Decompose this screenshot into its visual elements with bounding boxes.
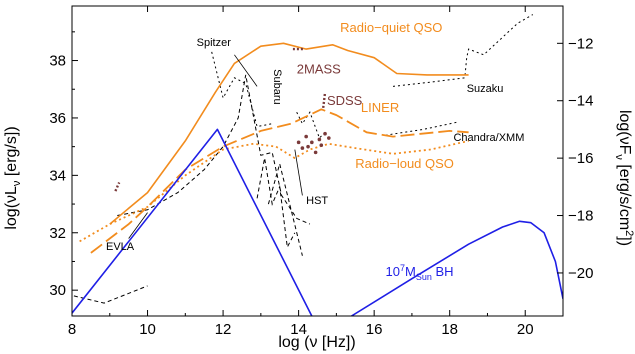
x-tick-label: 14 — [290, 321, 307, 338]
photometry-point — [306, 144, 310, 149]
photometry-point — [296, 140, 301, 145]
leader-hst — [294, 149, 303, 196]
x-axis-label-main: log (ν [Hz]) — [278, 334, 355, 351]
y-axis-label-left: log(νLν [erg/s]) — [3, 126, 23, 229]
y2-tick-label: −18 — [568, 208, 593, 225]
plot-border — [71, 5, 564, 317]
annotation-layer: Radio−quiet QSO LINER Radio−loud QSO Spitze… — [106, 20, 524, 282]
label-chandra-xmm: Chandra/XMM — [453, 132, 524, 144]
x-tick-label: 10 — [139, 321, 156, 338]
y-tick-label: 38 — [49, 53, 66, 70]
photometry-point — [310, 140, 314, 145]
photometry-point — [327, 136, 331, 140]
sensitivity-curve-suzaku — [392, 14, 534, 87]
label-sdss: SDSS — [327, 93, 363, 108]
label-liner: LINER — [361, 100, 399, 115]
sensitivity-curve-evla-2 — [117, 74, 311, 225]
sensitivity-curve-subaru — [296, 111, 326, 139]
series-blue-low — [72, 128, 313, 316]
plot-frame — [71, 5, 564, 317]
photometry-point — [319, 143, 324, 148]
mark-SDSS-marks — [322, 91, 327, 109]
sensitivity-curve-evla-1 — [73, 285, 148, 304]
y2-tick-label: −14 — [568, 93, 593, 110]
series-radio-loud-qso — [79, 140, 469, 243]
y-axis-label-right: log(νFν [erg/s/cm2]) — [613, 110, 635, 246]
label-suzaku: Suzaku — [467, 83, 504, 95]
label-radio-quiet-qso: Radio−quiet QSO — [340, 20, 442, 35]
series-layer — [72, 14, 563, 316]
x-tick-label: 20 — [517, 321, 534, 338]
label-hst: HST — [306, 195, 328, 207]
label-evla: EVLA — [106, 241, 135, 253]
label-spitzer: Spitzer — [197, 37, 232, 49]
photometry-point — [323, 131, 327, 136]
sensitivity-curve-hst-1 — [256, 158, 296, 249]
photometry-point — [304, 134, 308, 139]
y-tick-label: 30 — [49, 282, 66, 299]
label-2mass: 2MASS — [297, 61, 341, 76]
series-radio-quiet-qso — [109, 42, 469, 225]
series-blue-high — [351, 220, 563, 316]
sensitivity-curve-hst-2 — [267, 161, 303, 256]
label-bh: 107MSun BH — [385, 263, 453, 282]
x-axis-label: log (ν [Hz]) — [278, 334, 355, 351]
y-tick-label: 34 — [49, 167, 66, 184]
x-tick-label: 8 — [68, 321, 76, 338]
photometry-point — [300, 146, 305, 150]
photometry-point — [317, 137, 322, 142]
sensitivity-curve-spitzer — [211, 51, 273, 128]
y2-tick-label: −12 — [568, 35, 593, 52]
x-tick-label: 18 — [441, 321, 458, 338]
series-liner — [90, 108, 469, 254]
mark-radio-point — [114, 182, 121, 192]
x-tick-label: 16 — [366, 321, 383, 338]
sensitivity-curve-chandra-xmm — [385, 121, 458, 136]
y-tick-label: 32 — [49, 225, 66, 242]
label-subaru: Subaru — [271, 69, 283, 104]
label-radio-loud-qso: Radio−loud QSO — [355, 156, 454, 171]
tick-layer: 8 10 12 14 16 18 20 30 32 34 36 38 −12 −14 −16 −18 −20 — [49, 6, 593, 338]
x-tick-label: 12 — [215, 321, 232, 338]
leader-evla — [128, 212, 148, 239]
y2-tick-label: −16 — [568, 150, 593, 167]
leader-spitzer — [234, 54, 258, 87]
y-tick-label: 36 — [49, 110, 66, 127]
y2-tick-label: −20 — [568, 265, 593, 282]
photometry-point — [313, 150, 318, 155]
